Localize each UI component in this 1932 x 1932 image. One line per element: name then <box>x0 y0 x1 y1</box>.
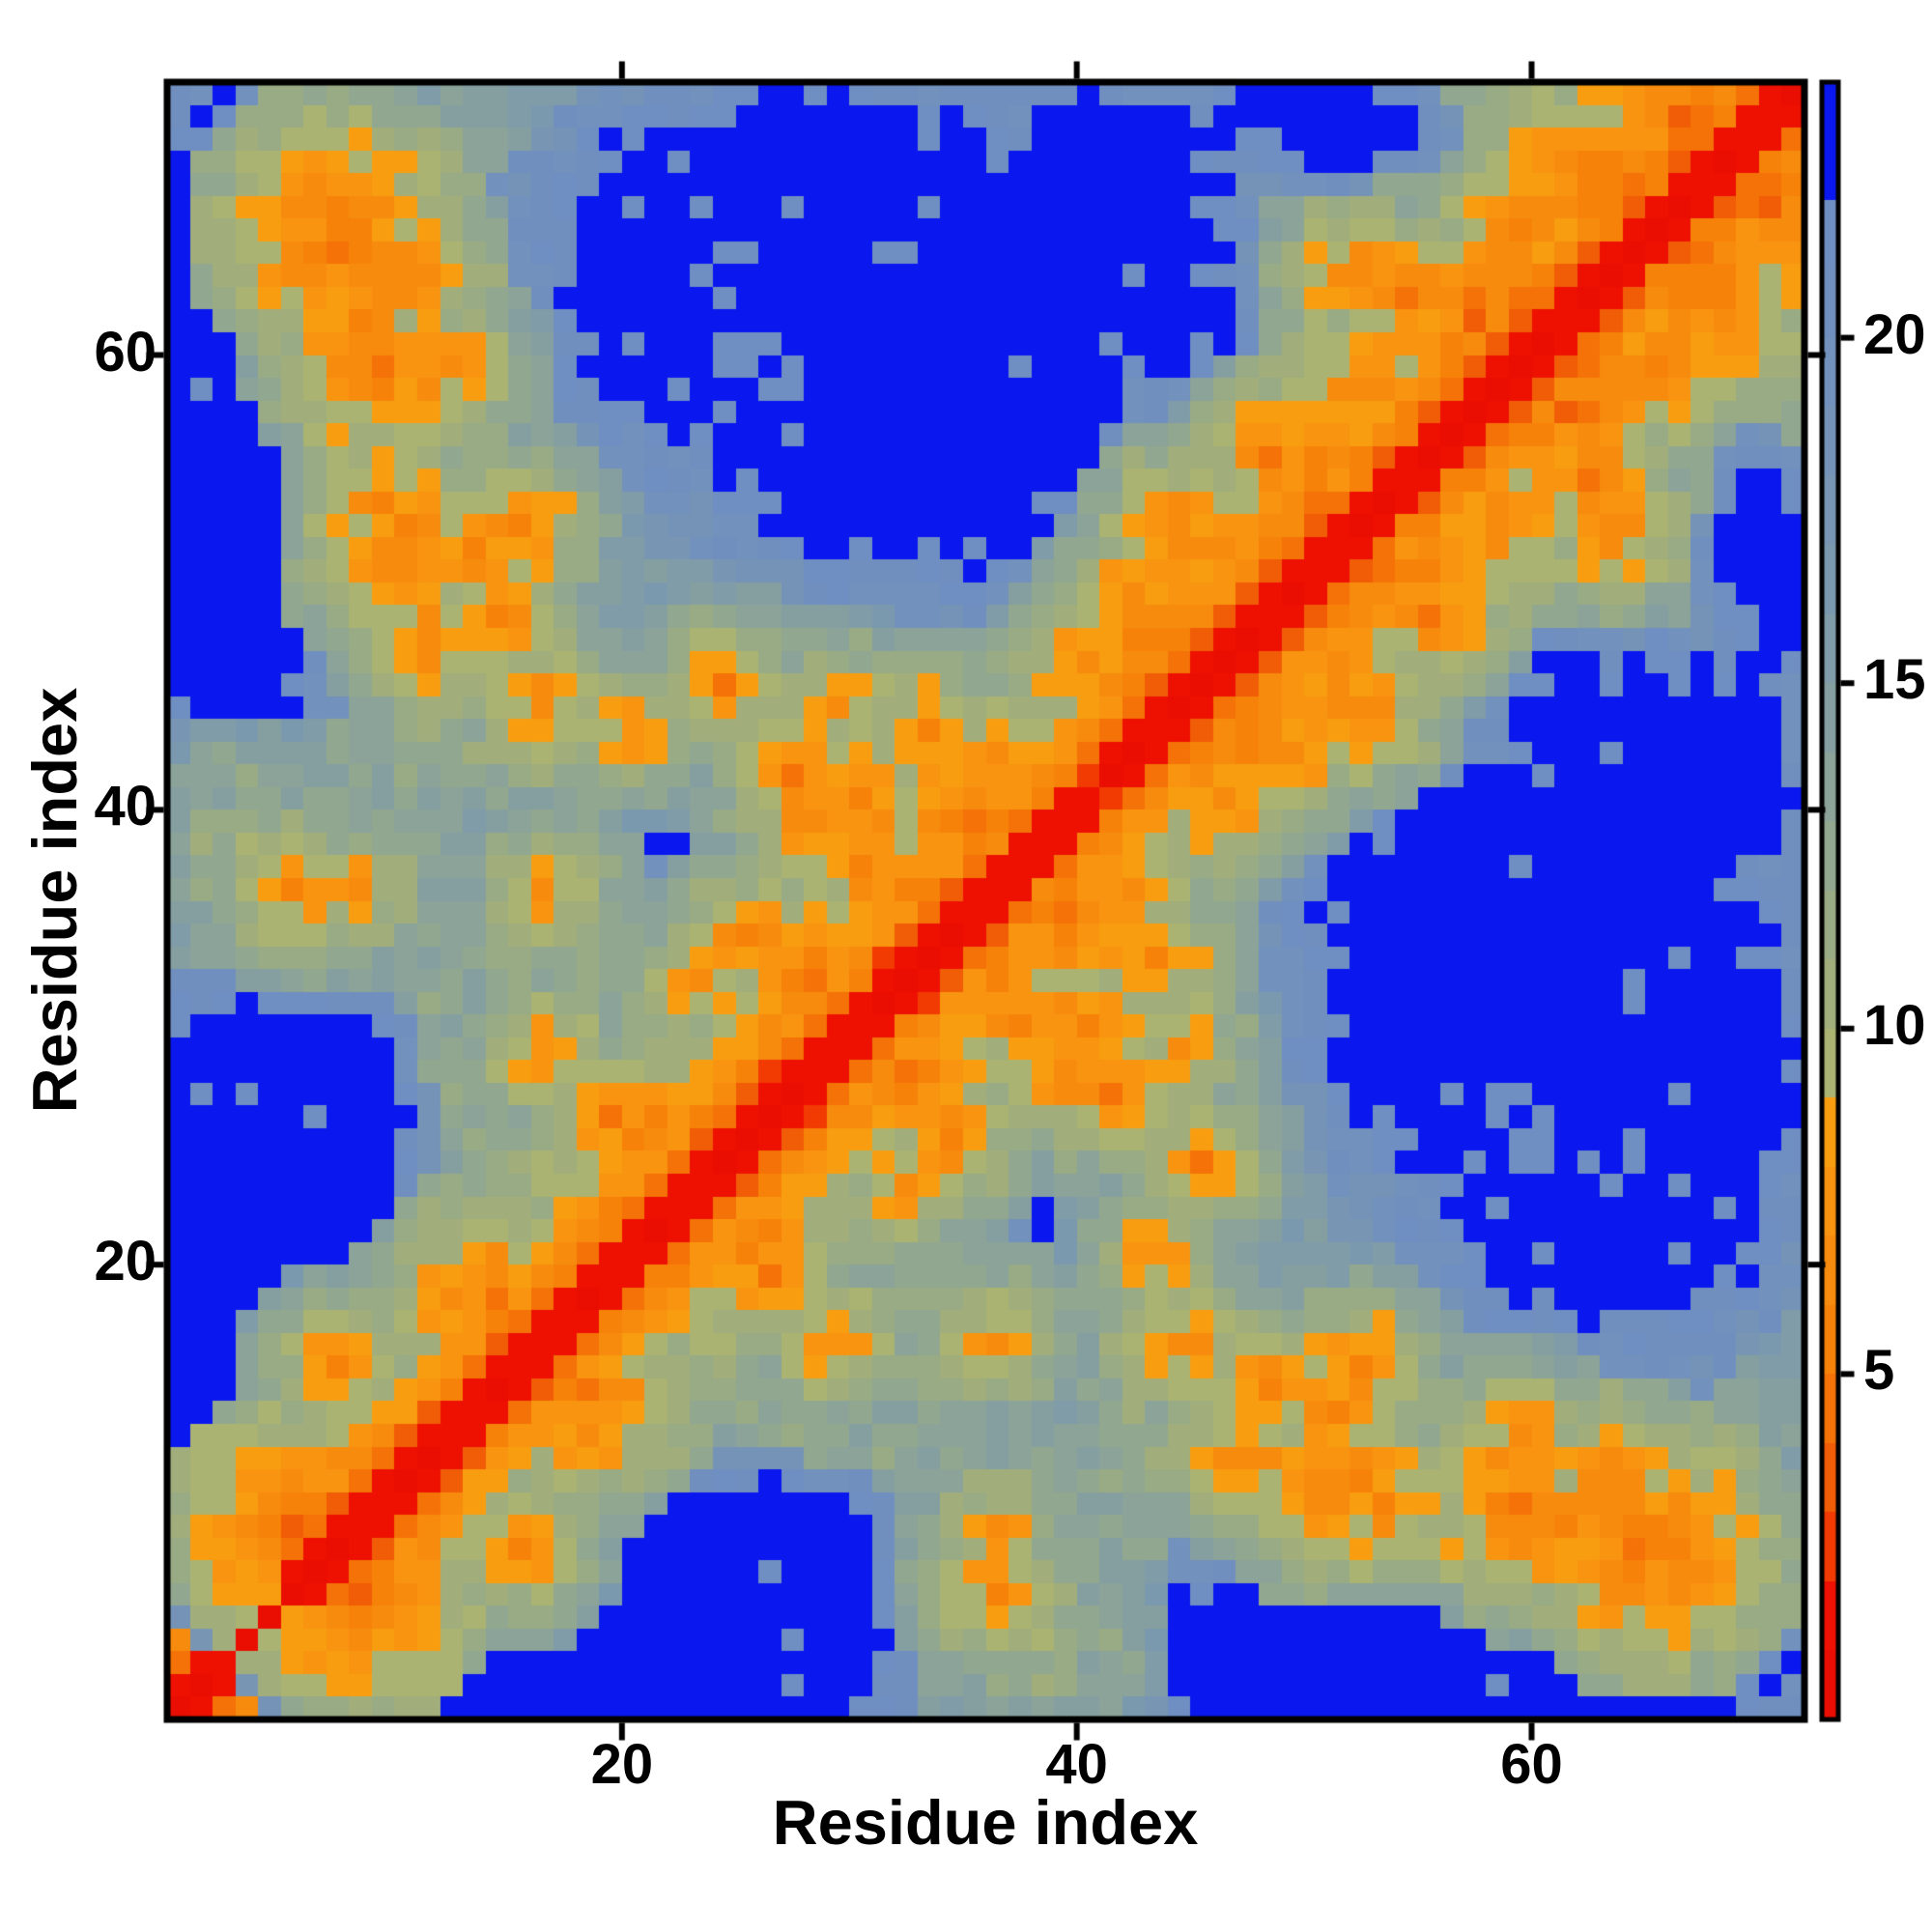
colorbar-tick-label: 10 <box>1863 993 1926 1057</box>
x-tick-label: 60 <box>1500 1733 1563 1796</box>
colorbar-tick-label: 20 <box>1863 302 1926 366</box>
y-axis-title: Residue index <box>19 687 90 1114</box>
y-tick-label: 40 <box>94 775 156 838</box>
colorbar-tick-label: 15 <box>1863 648 1926 712</box>
x-tick-label: 40 <box>1045 1733 1108 1796</box>
colorbar-tick-label: 5 <box>1863 1339 1895 1403</box>
y-tick-label: 60 <box>94 320 156 384</box>
x-axis-title: Residue index <box>772 1787 1199 1858</box>
y-tick-label: 20 <box>94 1230 156 1293</box>
x-tick-label: 20 <box>590 1733 654 1796</box>
